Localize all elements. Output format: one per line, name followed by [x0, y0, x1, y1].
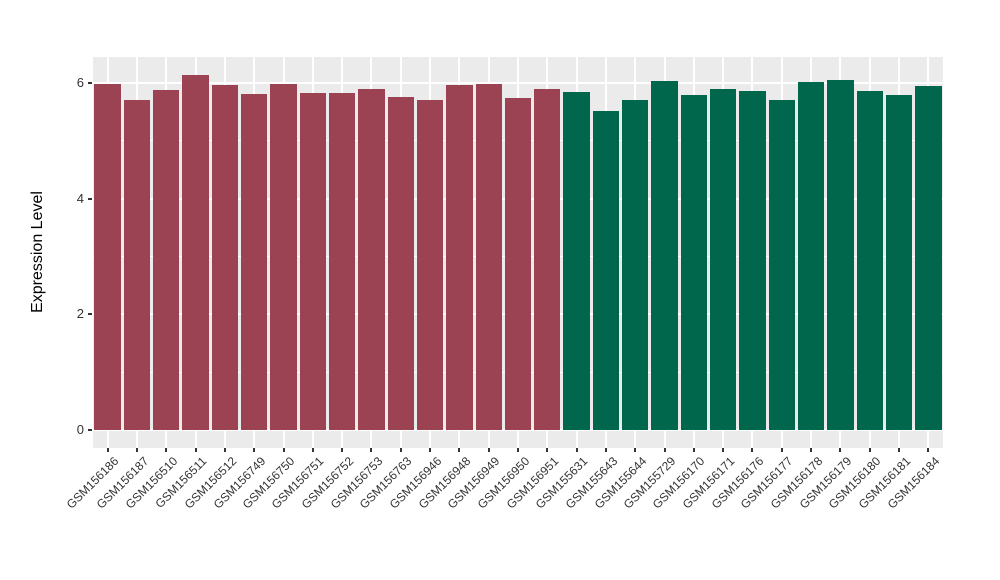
bar-GSM156179: [827, 80, 854, 431]
x-tick-mark-GSM155643: [604, 448, 607, 452]
x-tick-mark-GSM156951: [546, 448, 549, 452]
x-tick-mark-GSM156751: [311, 448, 314, 452]
bar-GSM156176: [739, 91, 766, 431]
x-tick-mark-GSM156186: [106, 448, 109, 452]
y-tick-label-6: 6: [76, 75, 84, 91]
bar-GSM156177: [768, 100, 795, 431]
y-tick-mark-4: [88, 197, 92, 200]
x-tick-mark-GSM156179: [839, 448, 842, 452]
x-tick-mark-GSM156948: [458, 448, 461, 452]
bar-GSM156186: [94, 83, 121, 431]
bar-GSM156187: [123, 99, 151, 431]
x-tick-mark-GSM156749: [253, 448, 256, 452]
x-tick-mark-GSM156752: [341, 448, 344, 452]
bar-GSM155643: [592, 111, 620, 431]
x-tick-mark-GSM155631: [575, 448, 578, 452]
y-tick-label-0: 0: [76, 422, 84, 438]
x-tick-mark-GSM156946: [429, 448, 432, 452]
x-tick-mark-GSM156187: [135, 448, 138, 452]
bar-GSM156510: [153, 89, 180, 431]
x-tick-mark-GSM156950: [517, 448, 519, 452]
bar-GSM156750: [270, 83, 297, 431]
x-tick-mark-GSM156171: [722, 448, 725, 452]
y-tick-mark-2: [88, 313, 92, 316]
x-tick-mark-GSM155644: [634, 448, 637, 452]
x-tick-mark-GSM156180: [868, 448, 871, 452]
bar-GSM156171: [709, 88, 737, 431]
bar-GSM156763: [387, 96, 414, 431]
y-tick-label-2: 2: [76, 306, 84, 322]
x-tick-mark-GSM156170: [692, 448, 695, 452]
bar-GSM156950: [504, 98, 532, 431]
bar-GSM156948: [446, 84, 473, 431]
bar-GSM156180: [856, 90, 883, 431]
y-tick-label-4: 4: [76, 190, 84, 206]
bar-GSM156184: [915, 85, 942, 431]
bar-GSM156946: [416, 99, 444, 431]
bar-GSM156512: [211, 84, 239, 431]
x-tick-mark-GSM156753: [370, 448, 373, 452]
x-tick-mark-GSM156949: [487, 448, 490, 452]
x-tick-mark-GSM156177: [780, 448, 783, 452]
bar-GSM155729: [651, 81, 678, 431]
bar-GSM156949: [475, 83, 502, 431]
bar-GSM156749: [241, 94, 268, 431]
y-axis-title: Expression Level: [29, 191, 46, 313]
bar-GSM155631: [563, 92, 590, 431]
plot-panel: [93, 57, 943, 448]
bar-GSM156752: [328, 92, 356, 431]
bar-GSM156511: [182, 74, 209, 431]
y-tick-mark-0: [88, 429, 92, 432]
x-tick-mark-GSM156763: [399, 448, 402, 452]
x-tick-mark-GSM156176: [751, 448, 754, 452]
x-tick-mark-GSM156184: [927, 448, 930, 452]
x-tick-mark-GSM156511: [194, 448, 197, 452]
x-tick-mark-GSM155729: [663, 448, 666, 452]
bar-GSM156181: [885, 94, 913, 431]
bar-GSM156178: [797, 81, 825, 431]
bar-GSM156751: [299, 92, 326, 431]
bar-GSM156753: [358, 89, 385, 431]
x-tick-mark-GSM156510: [165, 448, 168, 452]
bar-GSM156170: [680, 95, 708, 431]
x-tick-mark-GSM156178: [810, 448, 813, 452]
x-tick-mark-GSM156512: [223, 448, 226, 452]
y-tick-mark-6: [88, 82, 92, 85]
x-tick-mark-GSM156181: [898, 448, 901, 452]
bar-GSM156951: [534, 88, 561, 431]
bar-GSM155644: [622, 100, 649, 431]
x-tick-mark-GSM156750: [282, 448, 285, 452]
